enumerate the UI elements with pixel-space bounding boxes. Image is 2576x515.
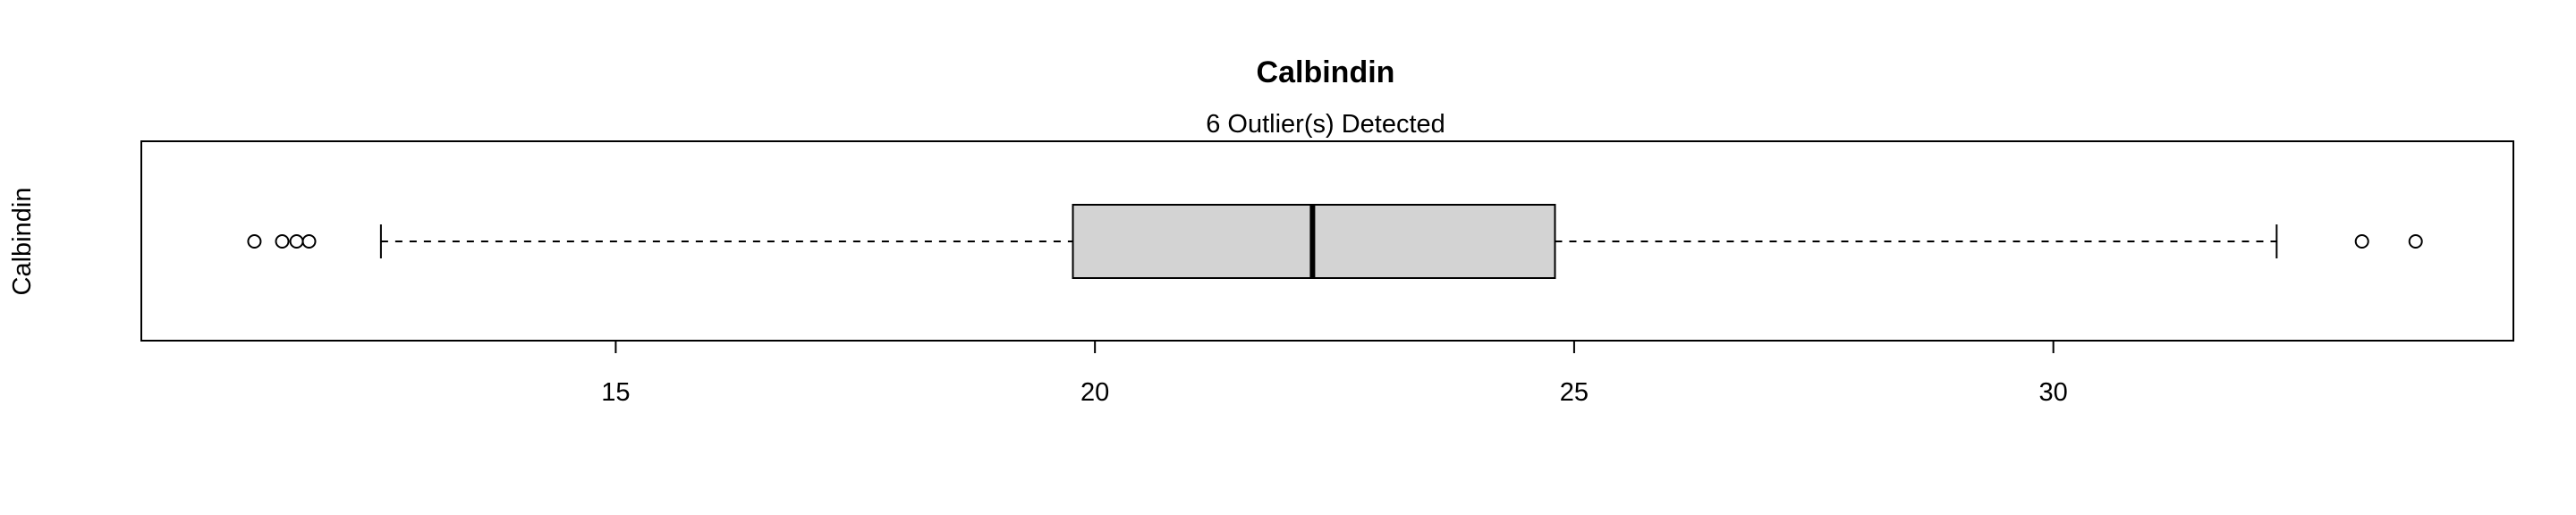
outlier-point	[301, 234, 317, 249]
x-tick-label: 30	[2039, 378, 2068, 407]
x-axis: 15 20 25 30	[601, 341, 2068, 407]
chart-marks	[247, 204, 2423, 279]
x-tick-label: 25	[1560, 378, 1589, 407]
y-axis-label: Calbindin	[8, 188, 37, 296]
x-tick-label: 15	[601, 378, 630, 407]
plot-frame	[140, 140, 2514, 342]
outlier-point	[2354, 234, 2369, 249]
outlier-point	[247, 234, 262, 249]
chart-subtitle: 6 Outlier(s) Detected	[1206, 110, 1445, 139]
chart-title: Calbindin	[1257, 55, 1395, 89]
x-tick-label: 20	[1080, 378, 1109, 407]
outlier-point	[289, 234, 304, 249]
outlier-point	[2408, 234, 2423, 249]
outlier-point	[275, 234, 290, 249]
